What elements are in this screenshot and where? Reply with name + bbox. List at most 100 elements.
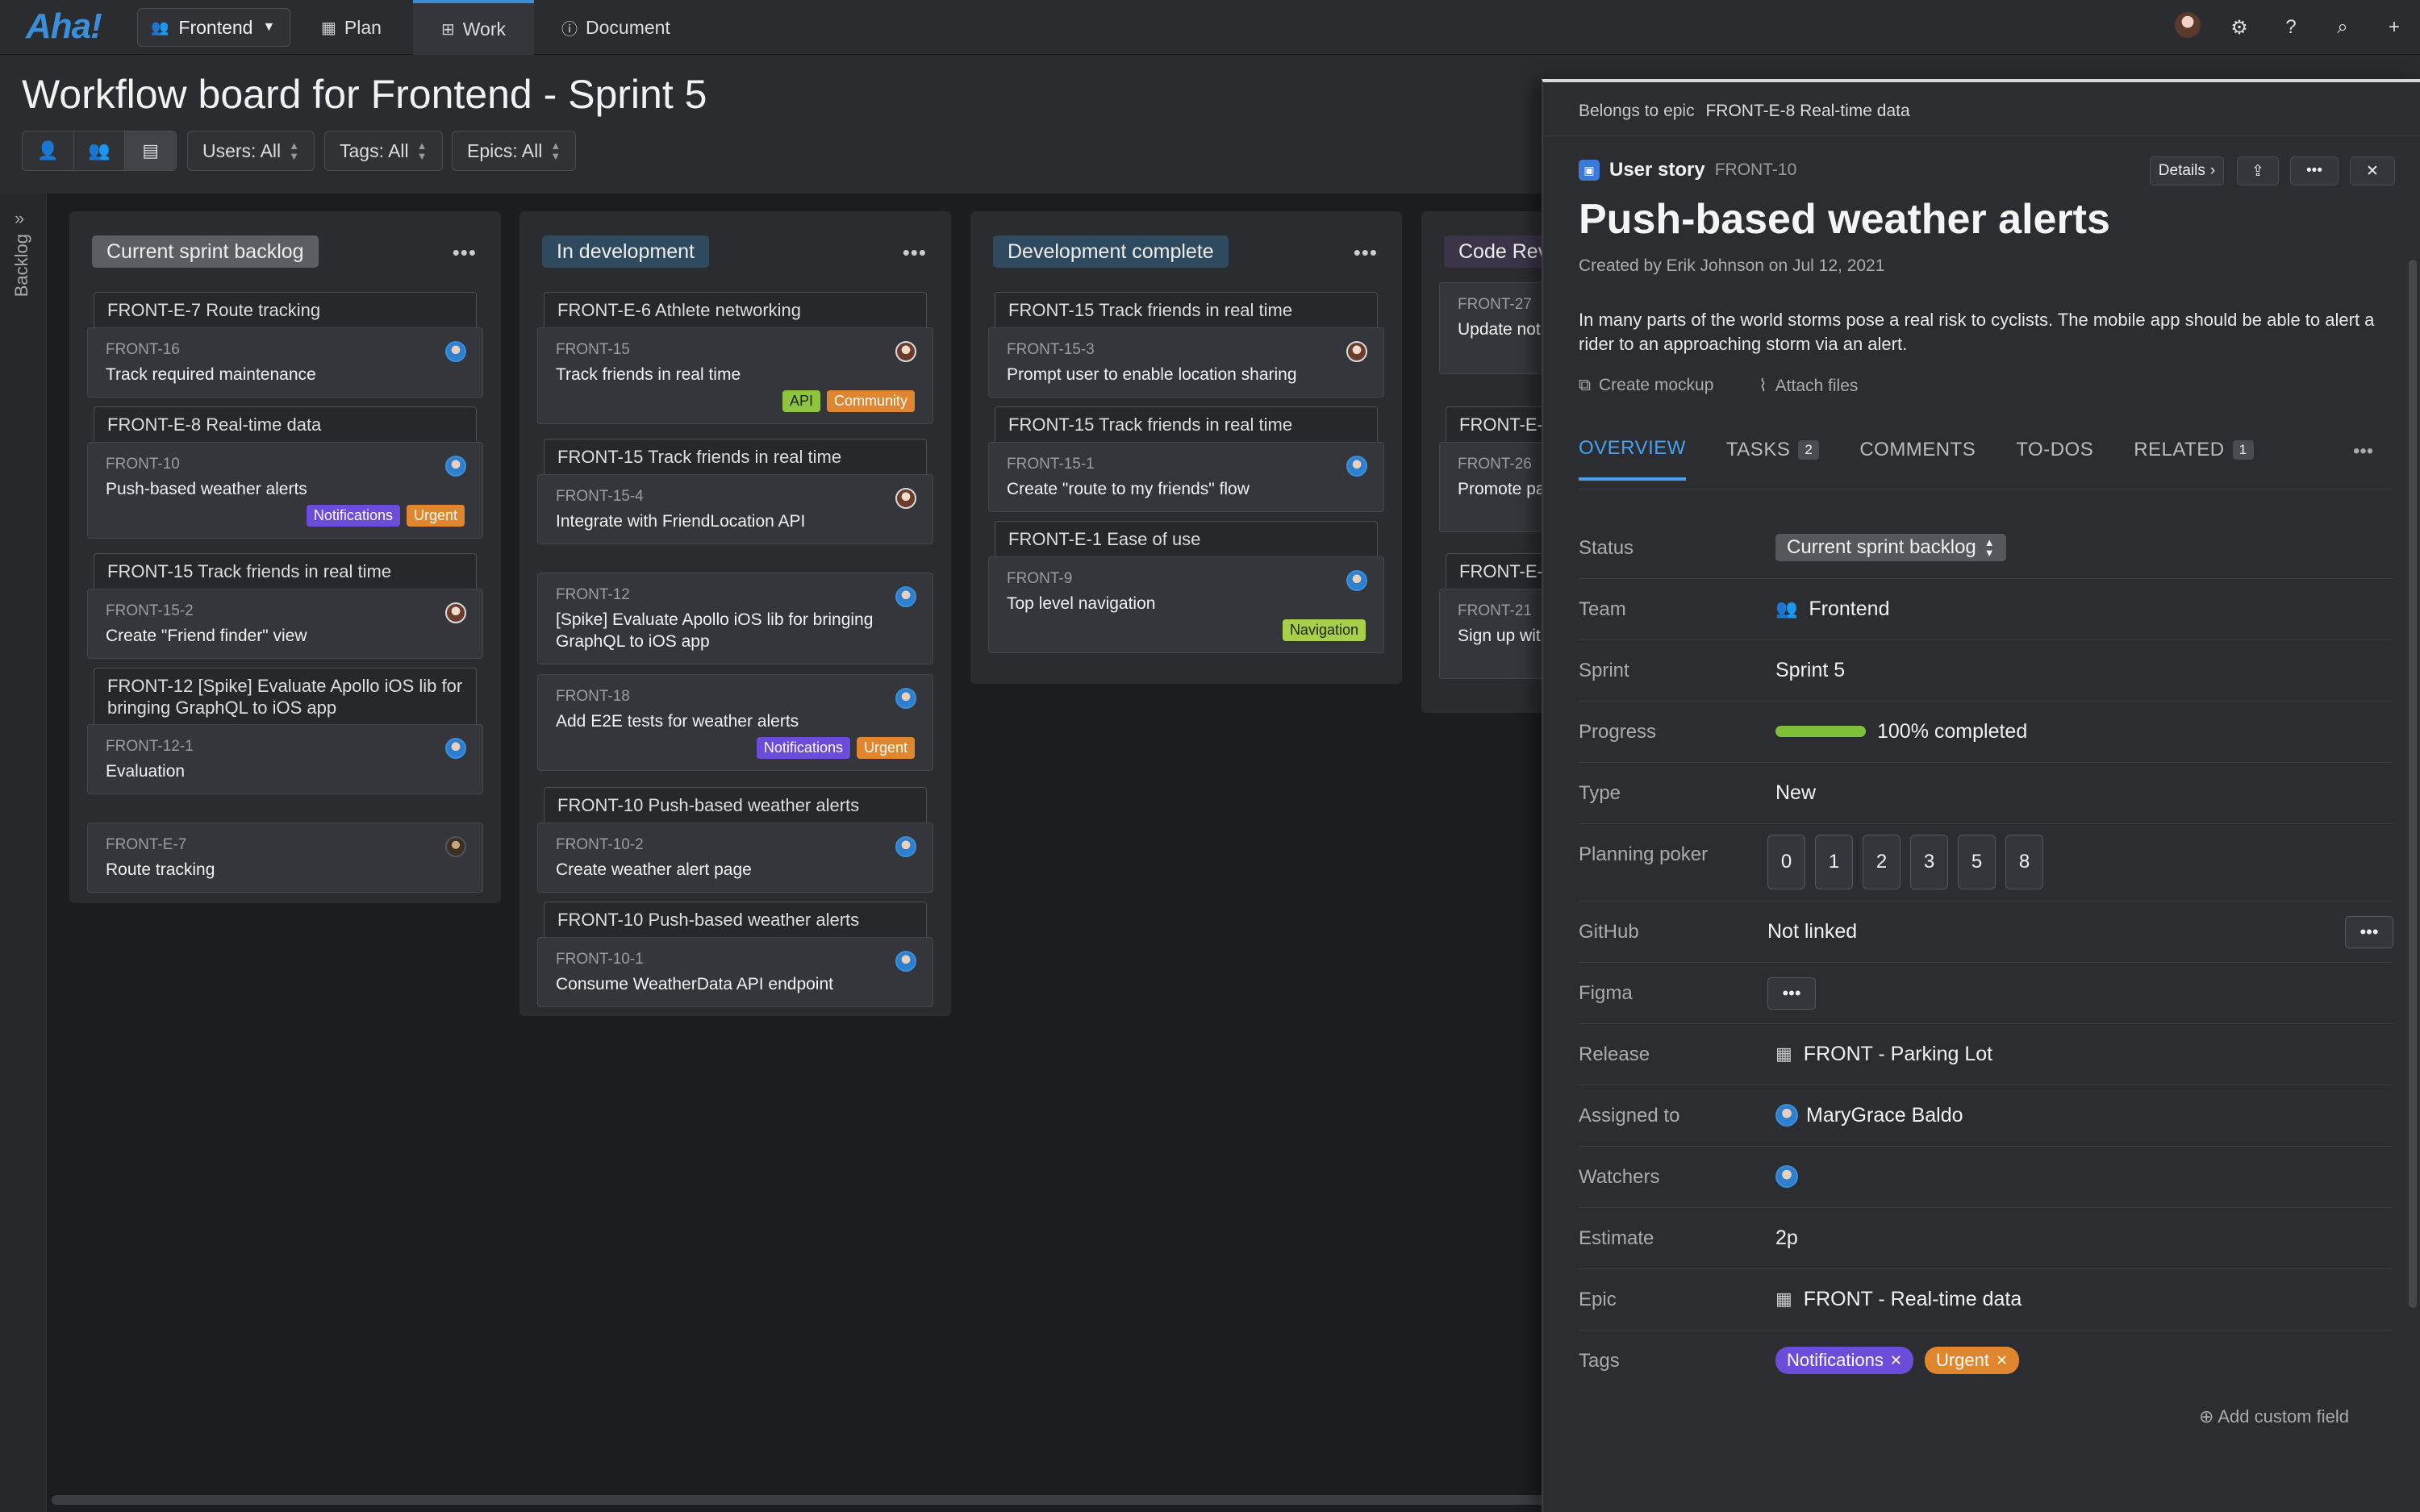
poker-card[interactable]: 8 bbox=[2005, 835, 2043, 889]
poker-card[interactable]: 5 bbox=[1958, 835, 1996, 889]
tab-comments[interactable]: COMMENTS bbox=[1859, 437, 1976, 481]
type-value[interactable]: New bbox=[1775, 781, 1817, 804]
details-button[interactable]: Details › bbox=[2150, 156, 2224, 185]
epic-header[interactable]: FRONT-E-8 Real-time data bbox=[94, 406, 477, 442]
epic-card[interactable]: FRONT-E-7 Route tracking bbox=[87, 823, 483, 893]
field-value[interactable]: 100% completed bbox=[1775, 718, 2027, 745]
story-card[interactable]: FRONT-16 Track required maintenance bbox=[87, 327, 483, 398]
avatar bbox=[445, 836, 466, 857]
field-value[interactable]: ▦ FRONT - Real-time data bbox=[1775, 1285, 2022, 1313]
search-icon[interactable]: ⌕ bbox=[2337, 16, 2348, 38]
tag-urgent[interactable]: Urgent ✕ bbox=[1924, 1347, 2020, 1374]
estimate-value[interactable]: 2p bbox=[1775, 1226, 1798, 1249]
epic-header[interactable]: FRONT-12 [Spike] Evaluate Apollo iOS lib… bbox=[94, 668, 477, 724]
column-menu-icon[interactable]: ••• bbox=[452, 240, 477, 264]
workspace-selector[interactable]: 👥 Frontend ▼ bbox=[137, 8, 290, 47]
help-icon[interactable]: ? bbox=[2285, 16, 2297, 38]
remove-tag-icon[interactable]: ✕ bbox=[1889, 1352, 1902, 1368]
field-value[interactable]: 👥 Frontend bbox=[1775, 595, 1889, 623]
story-card[interactable]: FRONT-18 Add E2E tests for weather alert… bbox=[537, 674, 933, 771]
field-value[interactable]: ▦ FRONT - Parking Lot bbox=[1775, 1040, 1992, 1068]
story-card[interactable]: FRONT-15-4 Integrate with FriendLocation… bbox=[537, 474, 933, 544]
card-group: FRONT-18 Add E2E tests for weather alert… bbox=[537, 674, 933, 771]
tab-tasks[interactable]: TASKS 2 bbox=[1726, 437, 1820, 481]
sprint-value[interactable]: Sprint 5 bbox=[1775, 658, 1846, 681]
epic-header[interactable]: FRONT-15 Track friends in real time bbox=[995, 406, 1378, 442]
vertical-scrollbar[interactable] bbox=[2409, 260, 2417, 1308]
epic-value: FRONT - Real-time data bbox=[1803, 1287, 2022, 1310]
epic-header[interactable]: FRONT-10 Push-based weather alerts bbox=[544, 902, 927, 937]
epic-header[interactable]: FRONT-E-6 Athlete networking bbox=[544, 292, 927, 327]
workflow-board: Current sprint backlog ••• FRONT-E-7 Rou… bbox=[47, 194, 1663, 1512]
board-view-icon[interactable]: ▤ bbox=[125, 131, 177, 170]
tab-related[interactable]: RELATED 1 bbox=[2134, 437, 2254, 481]
share-icon[interactable]: ⇪ bbox=[2237, 156, 2279, 185]
poker-card[interactable]: 1 bbox=[1815, 835, 1853, 889]
tab-overview[interactable]: OVERVIEW bbox=[1579, 437, 1686, 481]
attach-files-link[interactable]: ⌇ Attach files bbox=[1759, 376, 1858, 396]
story-card[interactable]: FRONT-15 Track friends in real time API … bbox=[537, 327, 933, 424]
poker-card[interactable]: 2 bbox=[1863, 835, 1901, 889]
card-id: FRONT-15-3 bbox=[1007, 341, 1095, 358]
tag-notifications[interactable]: Notifications ✕ bbox=[1775, 1347, 1913, 1374]
epic-header[interactable]: FRONT-E-7 Route tracking bbox=[94, 292, 477, 327]
figma-more-icon[interactable]: ••• bbox=[1767, 977, 1816, 1010]
poker-card[interactable]: 0 bbox=[1767, 835, 1805, 889]
aha-logo[interactable]: Aha! bbox=[26, 6, 102, 46]
epics-filter[interactable]: Epics: All ▲ ▼ bbox=[452, 131, 577, 171]
users-filter[interactable]: Users: All ▲ ▼ bbox=[187, 131, 315, 171]
epic-header[interactable]: FRONT-E-1 Ease of use bbox=[995, 521, 1378, 556]
github-more-icon[interactable]: ••• bbox=[2345, 916, 2393, 948]
column-menu-icon[interactable]: ••• bbox=[902, 240, 927, 264]
epic-link[interactable]: FRONT-E-8 Real-time data bbox=[1705, 102, 1910, 120]
poker-card[interactable]: 3 bbox=[1910, 835, 1948, 889]
add-icon[interactable]: + bbox=[2388, 16, 2400, 38]
backlog-rail[interactable] bbox=[0, 194, 47, 1512]
story-card[interactable]: FRONT-12-1 Evaluation bbox=[87, 724, 483, 794]
story-card[interactable]: FRONT-10 Push-based weather alerts Notif… bbox=[87, 442, 483, 539]
single-user-view-icon[interactable]: 👤 bbox=[23, 131, 74, 170]
status-dropdown[interactable]: Current sprint backlog ▲ ▼ bbox=[1775, 534, 2006, 561]
double-chevron-right-icon[interactable]: » bbox=[15, 208, 25, 228]
story-card[interactable]: FRONT-9 Top level navigation Navigation bbox=[988, 556, 1384, 653]
divider bbox=[1543, 135, 2420, 136]
tab-document[interactable]: ⓘ Document bbox=[561, 0, 707, 55]
epic-header[interactable]: FRONT-10 Push-based weather alerts bbox=[544, 787, 927, 823]
remove-tag-icon[interactable]: ✕ bbox=[1995, 1352, 2009, 1368]
field-github: GitHub Not linked ••• bbox=[1579, 902, 2393, 963]
story-card[interactable]: FRONT-15-1 Create "route to my friends" … bbox=[988, 442, 1384, 512]
settings-gear-icon[interactable]: ⚙ bbox=[2230, 16, 2248, 39]
release-value: FRONT - Parking Lot bbox=[1803, 1042, 1993, 1065]
more-options-icon[interactable]: ••• bbox=[2290, 156, 2339, 185]
horizontal-scrollbar[interactable] bbox=[52, 1495, 1613, 1505]
epic-header[interactable]: FRONT-15 Track friends in real time bbox=[544, 439, 927, 474]
field-value[interactable] bbox=[1775, 1163, 1798, 1190]
epic-header[interactable]: FRONT-15 Track friends in real time bbox=[94, 553, 477, 589]
user-avatar-button[interactable] bbox=[2162, 11, 2213, 44]
tabs-more-icon[interactable]: ••• bbox=[2353, 440, 2374, 462]
tag-api: API bbox=[782, 390, 820, 412]
tab-work[interactable]: ⊞ Work bbox=[413, 0, 534, 55]
tags-filter[interactable]: Tags: All ▲ ▼ bbox=[324, 131, 443, 171]
close-icon[interactable]: ✕ bbox=[2350, 156, 2395, 185]
story-card[interactable]: FRONT-10-2 Create weather alert page bbox=[537, 823, 933, 893]
story-card[interactable]: FRONT-12 [Spike] Evaluate Apollo iOS lib… bbox=[537, 573, 933, 664]
card-group: FRONT-15 Track friends in real time FRON… bbox=[988, 292, 1384, 398]
card-tags: Notifications Urgent bbox=[556, 737, 915, 759]
field-value[interactable]: MaryGrace Baldo bbox=[1775, 1102, 1963, 1129]
card-title: Integrate with FriendLocation API bbox=[556, 512, 806, 531]
story-card[interactable]: FRONT-15-3 Prompt user to enable locatio… bbox=[988, 327, 1384, 398]
record-description[interactable]: In many parts of the world storms pose a… bbox=[1579, 310, 2375, 354]
tab-to-dos[interactable]: TO-DOS bbox=[2016, 437, 2093, 481]
story-card[interactable]: FRONT-10-1 Consume WeatherData API endpo… bbox=[537, 937, 933, 1007]
record-id[interactable]: FRONT-10 bbox=[1714, 160, 1797, 179]
epic-header[interactable]: FRONT-15 Track friends in real time bbox=[995, 292, 1378, 327]
story-card[interactable]: FRONT-15-2 Create "Friend finder" view bbox=[87, 589, 483, 659]
record-title[interactable]: Push-based weather alerts bbox=[1579, 196, 2110, 243]
column-menu-icon[interactable]: ••• bbox=[1353, 240, 1378, 264]
create-mockup-link[interactable]: ⧉ Create mockup bbox=[1579, 376, 1713, 396]
team-view-icon[interactable]: 👥 bbox=[74, 131, 126, 170]
field-label: Planning poker bbox=[1579, 843, 1709, 865]
add-custom-field-link[interactable]: ⊕ Add custom field bbox=[2199, 1406, 2349, 1427]
tab-plan[interactable]: ▦ Plan bbox=[321, 0, 410, 55]
